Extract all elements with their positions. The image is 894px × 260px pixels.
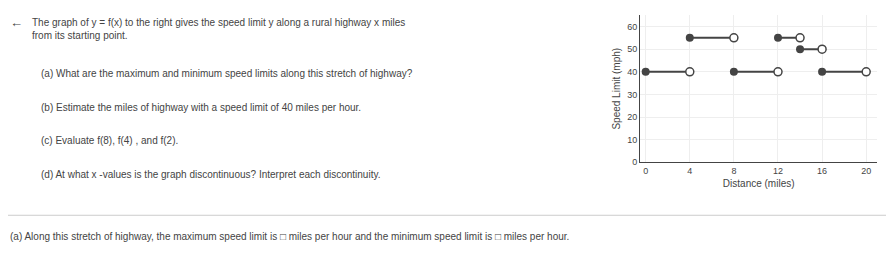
svg-text:(d) At what x -values is the g: (d) At what x -values is the graph disco… <box>41 169 380 180</box>
svg-text:50: 50 <box>627 44 637 54</box>
svg-text:The graph of y = f(x) to the r: The graph of y = f(x) to the right gives… <box>32 17 405 41</box>
svg-text:40: 40 <box>627 67 637 77</box>
svg-text:20: 20 <box>627 112 637 122</box>
svg-text:8: 8 <box>731 166 736 176</box>
svg-text:←: ← <box>10 15 23 30</box>
svg-text:(a) What are the maximum and m: (a) What are the maximum and minimum spe… <box>41 68 413 79</box>
svg-text:10: 10 <box>627 135 637 145</box>
svg-text:4: 4 <box>687 166 692 176</box>
svg-text:0: 0 <box>632 157 637 167</box>
svg-text:Distance (miles): Distance (miles) <box>723 178 795 189</box>
svg-text:16: 16 <box>817 166 827 176</box>
svg-text:(a) Along this stretch of high: (a) Along this stretch of highway, the m… <box>10 231 569 242</box>
svg-text:12: 12 <box>773 166 783 176</box>
svg-text:Speed Limit (mph): Speed Limit (mph) <box>611 48 622 130</box>
svg-text:(b) Estimate the miles of high: (b) Estimate the miles of highway with a… <box>41 102 361 113</box>
svg-text:0: 0 <box>643 166 648 176</box>
svg-text:30: 30 <box>627 90 637 100</box>
svg-text:(c) Evaluate f(8), f(4) , and: (c) Evaluate f(8), f(4) , and f(2). <box>41 135 178 146</box>
svg-text:20: 20 <box>861 166 871 176</box>
svg-text:60: 60 <box>627 22 637 32</box>
